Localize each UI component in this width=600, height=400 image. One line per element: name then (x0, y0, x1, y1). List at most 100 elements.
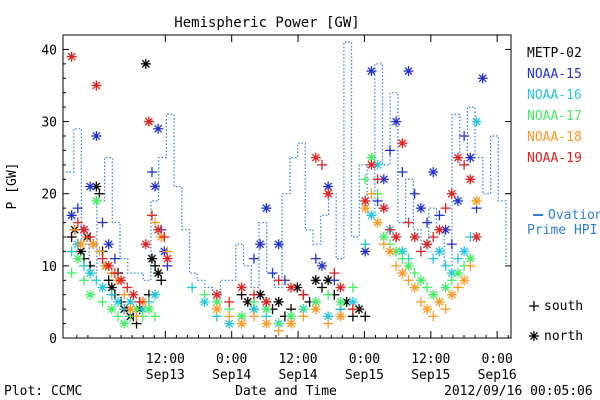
point-north (286, 318, 297, 329)
star-stroke (147, 254, 156, 263)
point-south (409, 268, 420, 279)
star-stroke (76, 247, 85, 256)
point-south (66, 268, 77, 279)
point-north (273, 239, 284, 250)
point-north (153, 268, 164, 279)
star-stroke (107, 305, 116, 314)
point-north (471, 195, 482, 206)
star-stroke (367, 67, 376, 76)
star-stroke (441, 283, 450, 292)
point-north (150, 289, 161, 300)
point-north (323, 188, 334, 199)
star-stroke (67, 211, 76, 220)
plot-credit: Plot: CCMC (4, 384, 82, 399)
point-south (459, 131, 470, 141)
star-stroke (435, 297, 444, 306)
point-south (440, 260, 451, 271)
star-stroke (237, 312, 246, 321)
point-north (91, 195, 102, 206)
point-south (323, 289, 334, 300)
point-north (75, 239, 86, 250)
point-south (119, 289, 130, 300)
point-north (366, 210, 377, 221)
star-stroke (404, 261, 413, 270)
star-stroke (435, 225, 444, 234)
star-stroke (76, 240, 85, 249)
point-north (465, 152, 476, 163)
point-north (372, 217, 383, 228)
x-tick-time-label: 12:00 (146, 352, 185, 367)
star-stroke (287, 312, 296, 321)
point-north (255, 239, 266, 250)
legend-entry: NOAA-19 (527, 151, 582, 166)
star-stroke (237, 319, 246, 328)
point-south (316, 282, 327, 293)
star-stroke (89, 240, 98, 249)
point-south (106, 289, 117, 300)
point-south (199, 289, 210, 300)
star-stroke (466, 175, 475, 184)
ovation-step-line (66, 41, 507, 296)
star-stroke (86, 182, 95, 191)
star-stroke (151, 290, 160, 299)
star-stroke (355, 305, 364, 314)
point-south (316, 159, 327, 170)
point-north (415, 203, 426, 214)
star-stroke (385, 247, 394, 256)
star-stroke (361, 204, 370, 213)
point-south (397, 167, 408, 178)
point-north (140, 58, 151, 69)
point-south (273, 325, 284, 336)
point-south (94, 246, 105, 257)
point-north (66, 51, 77, 62)
point-north (131, 304, 142, 315)
star-stroke (530, 332, 538, 340)
star-stroke (447, 269, 456, 278)
star-stroke (212, 305, 221, 314)
chart-title: Hemispheric Power [GW] (174, 15, 359, 31)
point-north (378, 203, 389, 214)
point-north (434, 296, 445, 307)
point-north (85, 181, 96, 192)
point-north (128, 289, 139, 300)
point-south (134, 296, 145, 307)
legend-entry: METP-02 (527, 46, 582, 61)
star-stroke (249, 305, 258, 314)
point-south (391, 260, 402, 271)
x-tick-time-label: 0:00 (216, 352, 247, 367)
point-north (452, 195, 463, 206)
star-stroke (225, 319, 234, 328)
x-tick-time-label: 0:00 (482, 352, 513, 367)
point-south (360, 239, 371, 250)
point-north (103, 260, 114, 271)
point-north (261, 318, 272, 329)
point-south (465, 260, 476, 271)
point-south (440, 203, 451, 214)
point-north (366, 66, 377, 77)
ovation-legend-line2: Prime HPI (527, 223, 597, 238)
star-stroke (410, 283, 419, 292)
point-south (150, 311, 161, 322)
satellite-series (66, 51, 488, 336)
point-south (360, 174, 371, 185)
star-stroke (379, 175, 388, 184)
star-stroke (361, 196, 370, 205)
point-south (329, 268, 340, 279)
star-stroke (92, 132, 101, 140)
point-south (97, 296, 108, 307)
ovation-prime-hpi-series (66, 41, 507, 296)
point-north (335, 282, 346, 293)
point-south (122, 282, 133, 293)
point-south (446, 275, 457, 286)
point-south (347, 304, 358, 315)
point-north (85, 289, 96, 300)
point-south (159, 232, 170, 242)
point-north (119, 318, 130, 329)
point-north (403, 260, 414, 271)
point-south (422, 282, 433, 293)
point-south (452, 253, 463, 264)
star-stroke (144, 117, 153, 126)
point-north (409, 232, 420, 242)
star-stroke (107, 283, 116, 292)
point-south (397, 253, 408, 264)
